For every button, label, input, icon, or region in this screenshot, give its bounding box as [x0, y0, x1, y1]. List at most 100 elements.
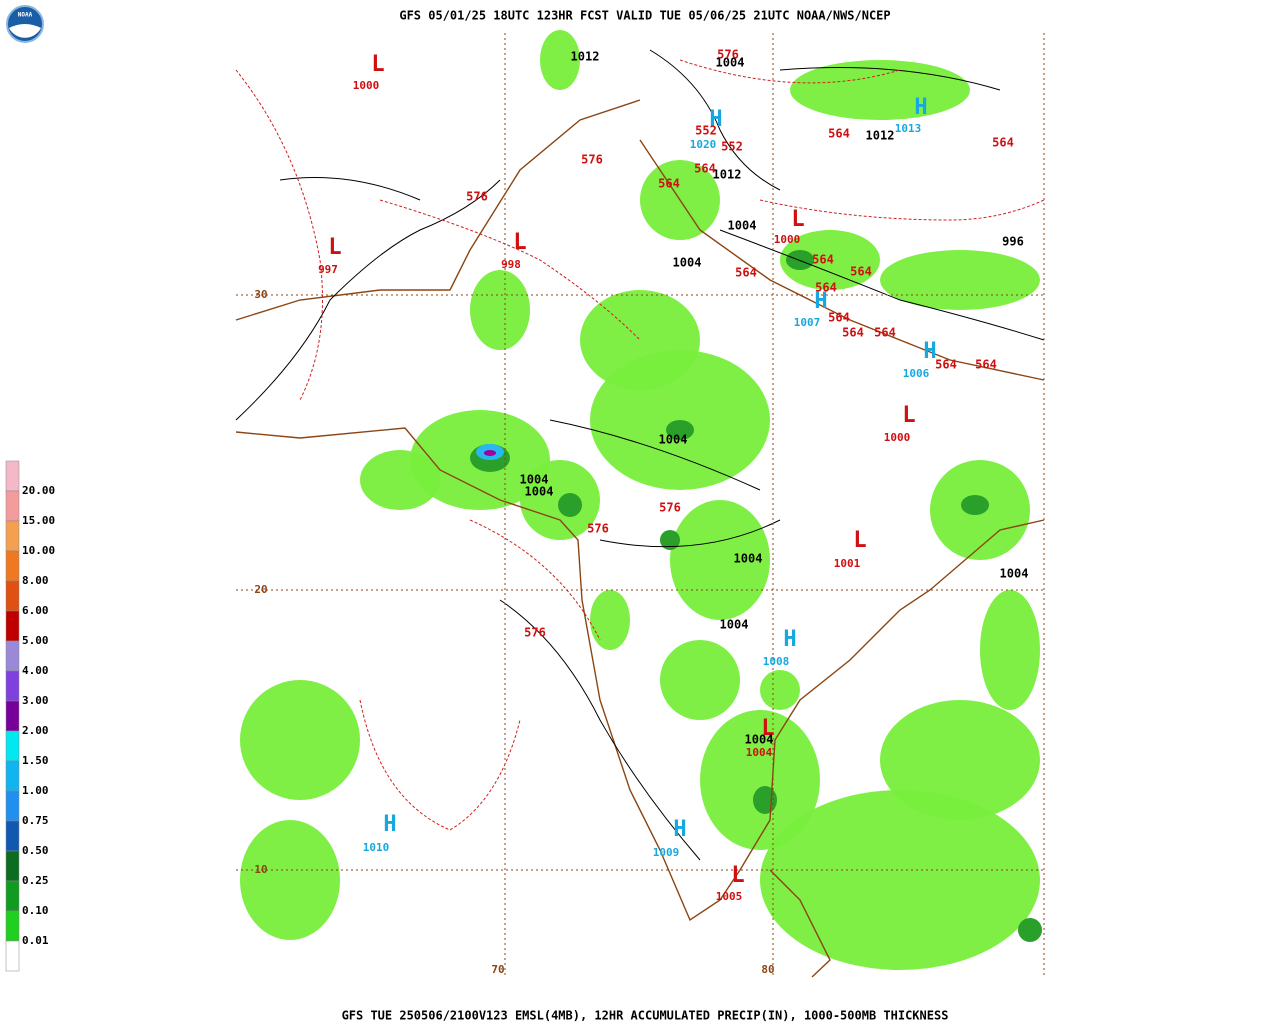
- isobar-label: 1004: [673, 256, 702, 270]
- logo-text: NOAA: [18, 12, 33, 19]
- coastline: [769, 869, 831, 978]
- pressure-center-value: 1005: [716, 890, 743, 903]
- legend-swatch: [5, 670, 20, 702]
- isobar-label: 1004: [734, 552, 763, 566]
- title: GFS 05/01/25 18UTC 123HR FCST VALID TUE …: [399, 9, 890, 23]
- legend-label: 6.00: [22, 604, 49, 617]
- legend-label: 0.75: [22, 814, 49, 827]
- pressure-center-letter: H: [923, 339, 936, 364]
- legend-label: 1.00: [22, 784, 49, 797]
- coastline: [235, 99, 641, 321]
- legend-label: 1.50: [22, 754, 49, 767]
- pressure-center-value: 998: [501, 258, 521, 271]
- precip-area: [980, 590, 1040, 710]
- thickness-label: 576: [524, 626, 546, 640]
- legend-label: 0.50: [22, 844, 49, 857]
- pressure-center-value: 1006: [903, 367, 930, 380]
- pressure-center-value: 1004: [746, 746, 773, 759]
- coastline: [639, 139, 1045, 381]
- thickness-label: 552: [721, 140, 743, 154]
- thickness-line: [759, 199, 1045, 221]
- legend-swatch: [5, 550, 20, 582]
- legend-swatch: [5, 790, 20, 822]
- thickness-label: 564: [850, 265, 872, 279]
- isobar-label: 1004: [520, 473, 549, 487]
- precip-area: [540, 30, 580, 90]
- thickness-line: [469, 519, 601, 641]
- pressure-center-letter: H: [914, 95, 927, 120]
- precip-heavy: [961, 495, 989, 515]
- thickness-label: 564: [812, 253, 834, 267]
- isobar: [549, 419, 761, 491]
- precip-area: [670, 500, 770, 620]
- isobar-label: 1004: [1000, 567, 1029, 581]
- thickness-label: 564: [992, 136, 1014, 150]
- isobar-label: 1012: [866, 129, 895, 143]
- pressure-center-letter: L: [853, 528, 866, 553]
- pressure-center-value: 1000: [884, 431, 911, 444]
- thickness-label: 564: [828, 127, 850, 141]
- legend-swatch: [5, 640, 20, 672]
- pressure-center-value: 1008: [763, 655, 790, 668]
- pressure-center-letter: L: [513, 230, 526, 255]
- precip-area: [760, 670, 800, 710]
- precip-area: [880, 250, 1040, 310]
- legend-label: 4.00: [22, 664, 49, 677]
- isobar-label: 1012: [571, 50, 600, 64]
- pressure-center-value: 1001: [834, 557, 861, 570]
- precip-area: [590, 590, 630, 650]
- precip-area: [240, 820, 340, 940]
- isobar-label: 1004: [525, 485, 554, 499]
- logo: NOAA: [6, 5, 44, 43]
- thickness-label: 564: [815, 281, 837, 295]
- pressure-center-letter: H: [814, 289, 827, 314]
- pressure-center-letter: L: [902, 403, 915, 428]
- precip-area: [790, 60, 970, 120]
- precip-heavy: [666, 420, 694, 440]
- thickness-label: 576: [659, 501, 681, 515]
- thickness-label: 564: [935, 358, 957, 372]
- isobar: [649, 49, 781, 191]
- legend-swatch: [5, 460, 20, 492]
- isobar: [779, 67, 1001, 91]
- caption: GFS TUE 250506/2100V123 EMSL(4MB), 12HR …: [342, 1009, 949, 1023]
- legend-label: 8.00: [22, 574, 49, 587]
- pressure-center-letter: L: [328, 235, 341, 260]
- thickness-label: 576: [466, 190, 488, 204]
- legend-label: 10.00: [22, 544, 55, 557]
- pressure-center-value: 1009: [653, 846, 680, 859]
- precip-area: [700, 710, 820, 850]
- precip-area: [240, 680, 360, 800]
- legend-swatch: [5, 760, 20, 792]
- isobar: [599, 519, 781, 548]
- isobar: [279, 177, 421, 201]
- legend-swatch: [5, 610, 20, 642]
- precip-area: [660, 640, 740, 720]
- legend-label: 5.00: [22, 634, 49, 647]
- precip-heavy: [660, 530, 680, 550]
- pressure-center-value: 997: [318, 263, 338, 276]
- legend-label: 2.00: [22, 724, 49, 737]
- thickness-label: 564: [828, 311, 850, 325]
- precip-area: [360, 450, 440, 510]
- isobar-label: 1004: [728, 219, 757, 233]
- pressure-center-letter: H: [673, 817, 686, 842]
- pressure-center-letter: L: [731, 863, 744, 888]
- legend-swatch: [5, 820, 20, 852]
- thickness-label: 564: [694, 162, 716, 176]
- precip-heavy: [786, 250, 814, 270]
- precip-area: [470, 270, 530, 350]
- grid-label: 30: [254, 288, 267, 301]
- legend-swatch: [5, 730, 20, 762]
- pressure-center-value: 1000: [353, 79, 380, 92]
- isobar-label: 1004: [659, 433, 688, 447]
- isobar-label: 1004: [720, 618, 749, 632]
- thickness-label: 564: [842, 326, 864, 340]
- legend-swatch: [5, 520, 20, 552]
- pressure-center-value: 1007: [794, 316, 821, 329]
- precip-heavy: [1018, 918, 1042, 942]
- pressure-center-value: 1020: [690, 138, 717, 151]
- thickness-label: 552: [695, 124, 717, 138]
